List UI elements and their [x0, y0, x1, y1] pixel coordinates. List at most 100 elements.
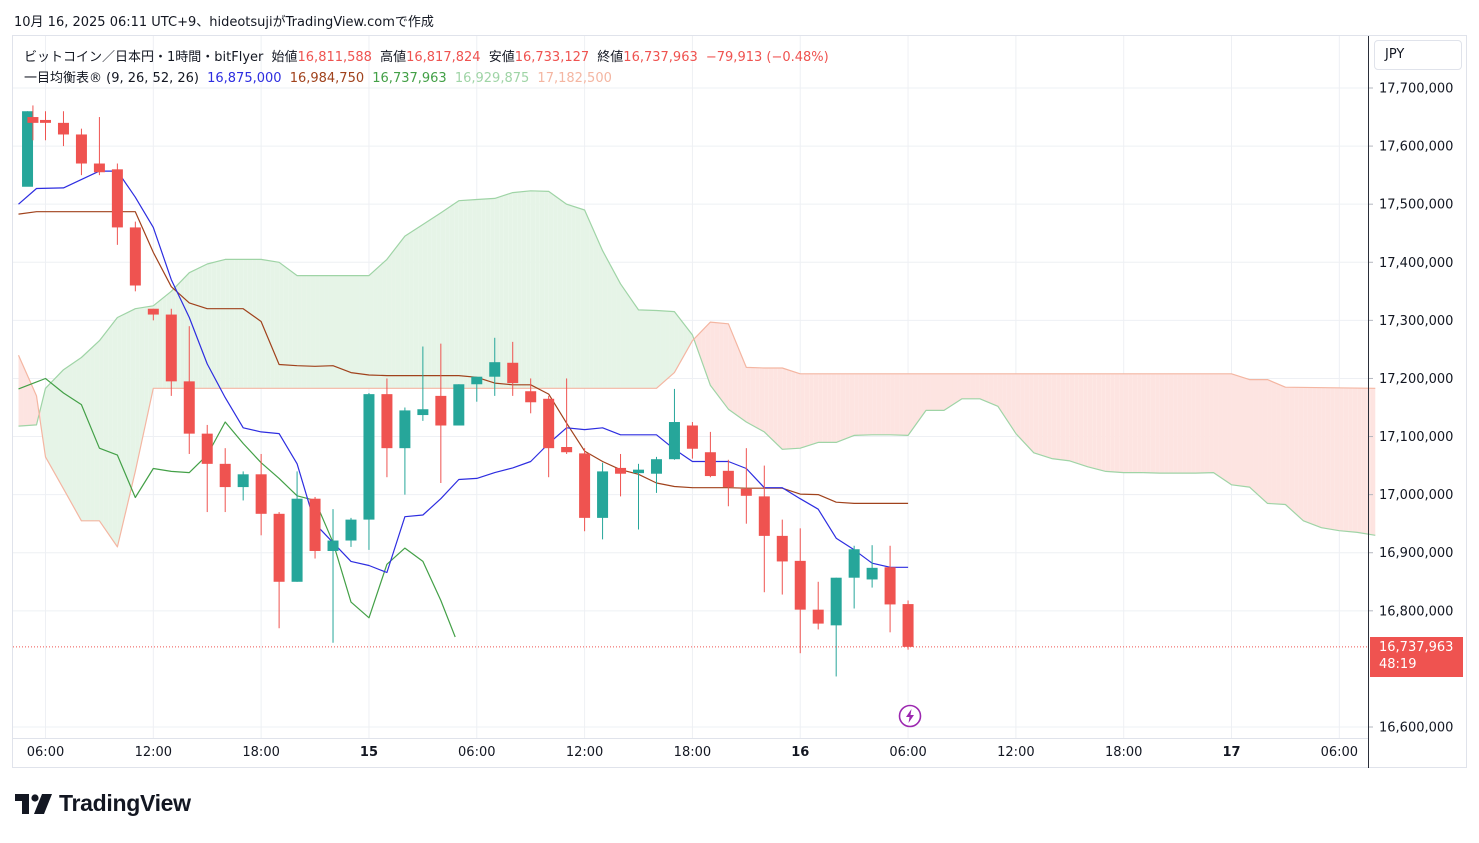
candle-bearish[interactable] [884, 545, 896, 633]
candle-bearish[interactable] [758, 465, 770, 593]
cloud-segment-bearish [944, 373, 949, 411]
candle-bearish[interactable] [93, 117, 105, 176]
candle-bearish[interactable] [75, 128, 87, 176]
candle-bearish[interactable] [579, 448, 591, 532]
cloud-segment-bearish [728, 323, 733, 413]
cloud-segment-bearish [1280, 385, 1286, 505]
cloud-segment-bullish [130, 308, 136, 491]
candle-body [668, 422, 680, 460]
cloud-segment-bearish [759, 367, 765, 432]
cloud-segment-bullish [616, 275, 621, 389]
cloud-segment-bearish [1285, 387, 1290, 509]
candle-bullish[interactable] [453, 384, 465, 426]
candle-bullish[interactable] [668, 388, 680, 460]
cloud-segment-bearish [18, 355, 24, 427]
candle-body [812, 609, 824, 624]
senkou-span-a-line [18, 190, 1376, 536]
cloud-segment-bearish [1056, 373, 1061, 460]
candle-bearish[interactable] [255, 453, 267, 536]
candle-bearish[interactable] [704, 431, 716, 478]
candle-body [848, 549, 860, 578]
candle-bearish[interactable] [147, 308, 159, 321]
tradingview-logo[interactable]: TradingView [15, 790, 191, 817]
cloud-segment-bearish [1164, 373, 1169, 474]
candle-bullish[interactable] [363, 392, 375, 550]
candle-bearish[interactable] [219, 448, 231, 513]
candle-bearish[interactable] [561, 378, 573, 454]
cloud-segment-bearish [890, 373, 895, 435]
cloud-segment-bearish [1137, 373, 1142, 473]
candle-bullish[interactable] [399, 407, 411, 495]
candle-bearish[interactable] [273, 512, 285, 629]
cloud-segment-bullish [279, 262, 284, 389]
cloud-segment-bearish [1069, 373, 1075, 463]
candle-bullish[interactable] [345, 517, 357, 547]
candle-body [22, 111, 34, 187]
candle-bearish[interactable] [525, 378, 537, 414]
candle-bearish[interactable] [543, 395, 555, 478]
cloud-segment-bearish [993, 373, 998, 407]
indicator-legend[interactable]: 一目均衡表® (9, 26, 52, 26) 16,875,000 16,984… [24, 67, 616, 86]
open-label: 始値 [271, 50, 298, 65]
candle-bearish[interactable] [57, 111, 69, 147]
candle-bearish[interactable] [201, 424, 213, 513]
candle-bearish[interactable] [183, 326, 195, 454]
candle-bullish[interactable] [866, 545, 878, 588]
candle-body [255, 474, 267, 514]
candle-body [291, 498, 303, 582]
cloud-segment-bearish [1110, 373, 1115, 472]
candle-bullish[interactable] [489, 337, 501, 396]
lightning-icon[interactable] [898, 704, 922, 728]
cloud-segment-bullish [454, 200, 459, 389]
cloud-segment-bearish [957, 373, 962, 402]
cloud-segment-bullish [315, 275, 320, 389]
y-tick-label: 17,100,000 [1379, 430, 1453, 445]
candle-bearish[interactable] [309, 496, 321, 559]
cloud-segment-bullish [292, 272, 298, 389]
cloud-segment-bearish [885, 373, 891, 435]
candle-bullish[interactable] [597, 462, 609, 540]
candle-bearish[interactable] [129, 221, 141, 292]
cloud-segment-bearish [1249, 379, 1254, 492]
candle-bearish[interactable] [40, 111, 51, 141]
cloud-segment-bearish [1204, 373, 1210, 473]
cloud-segment-bearish [23, 365, 28, 426]
candle-bullish[interactable] [830, 577, 842, 677]
candle-bullish[interactable] [327, 509, 339, 643]
candle-bearish[interactable] [615, 453, 627, 497]
cloud-segment-bearish [1141, 373, 1147, 473]
candle-bearish[interactable] [686, 422, 698, 459]
cloud-segment-bearish [1240, 376, 1245, 487]
cloud-segment-bearish [1352, 388, 1358, 533]
candle-bearish[interactable] [722, 459, 734, 507]
symbol-legend[interactable]: ビットコイン／日本円・1時間・bitFlyer 始値16,811,588 高値1… [24, 46, 833, 65]
candle-bearish[interactable] [902, 600, 914, 650]
cloud-segment-bullish [319, 275, 325, 389]
candle-bullish[interactable] [471, 376, 483, 402]
candle-bearish[interactable] [381, 378, 393, 478]
candle-bearish[interactable] [740, 448, 752, 524]
candle-bullish[interactable] [237, 471, 249, 501]
candle-bullish[interactable] [291, 471, 303, 582]
candle-bearish[interactable] [111, 163, 123, 245]
cloud-segment-bullish [530, 190, 536, 389]
cloud-segment-bearish [881, 373, 886, 435]
candle-bearish[interactable] [27, 105, 39, 141]
cloud-segment-bullish [382, 259, 387, 389]
candle-bearish[interactable] [776, 519, 788, 595]
candle-bearish[interactable] [507, 341, 519, 396]
candle-bearish[interactable] [435, 343, 447, 484]
candle-bearish[interactable] [794, 528, 806, 654]
candle-bullish[interactable] [633, 463, 645, 530]
candle-bearish[interactable] [165, 308, 177, 396]
candle-bullish[interactable] [650, 456, 662, 493]
cloud-segment-bullish [494, 196, 500, 389]
cloud-segment-bullish [135, 308, 140, 472]
candle-bullish[interactable] [417, 346, 429, 421]
currency-button[interactable]: JPY [1374, 40, 1462, 70]
cloud-segment-bullish [202, 264, 208, 389]
candle-bearish[interactable] [812, 581, 824, 630]
cloud-segment-bearish [1307, 387, 1313, 525]
candle-bullish[interactable] [848, 545, 860, 609]
